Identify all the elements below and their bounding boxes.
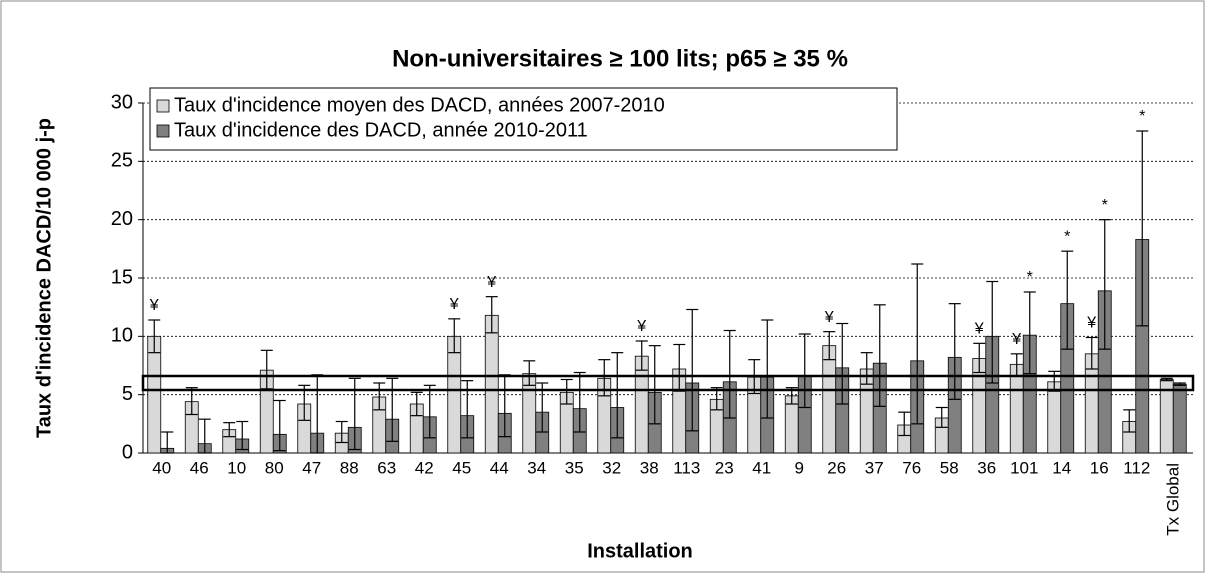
bar [822,345,837,454]
y-tick-label: 0 [122,441,133,463]
bar [147,335,162,454]
x-tick-label: 112 [1123,458,1150,477]
x-tick-label: 41 [752,458,771,477]
x-tick-label: 16 [1090,458,1109,477]
y-axis-title: Taux d'incidence DACD/10 000 j-p [33,118,55,438]
y-tick-label: 5 [122,383,133,405]
x-tick-label: 40 [152,458,171,477]
x-tick-label: 34 [527,458,546,477]
bar [1009,363,1024,454]
annotation: * [1064,228,1070,245]
x-tick-label: 44 [490,458,509,477]
x-tick-label: 76 [902,458,921,477]
legend-swatch [156,99,170,113]
x-tick-label: 88 [340,458,359,477]
annotation: ¥ [636,318,646,335]
annotation: ¥ [486,274,496,291]
y-tick-label: 10 [111,325,133,347]
legend-swatch [156,124,170,138]
bar [1047,381,1062,454]
legend-label: Taux d'incidence moyen des DACD, années … [174,94,665,116]
x-tick-label: 14 [1052,458,1071,477]
x-tick-label: 26 [827,458,846,477]
x-tick-label: 42 [415,458,434,477]
x-tick-label: Tx Global [1164,463,1183,536]
reference-band [141,374,1195,392]
x-tick-label: 23 [715,458,734,477]
x-tick-label: 101 [1010,458,1038,477]
annotation: ¥ [824,309,834,326]
legend-label: Taux d'incidence des DACD, année 2010-20… [174,119,588,141]
y-tick-label: 20 [111,208,133,230]
x-tick-label: 47 [302,458,321,477]
annotation: * [1027,269,1033,286]
bar [447,335,462,454]
x-tick-label: 46 [190,458,209,477]
x-tick-label: 113 [673,458,700,477]
x-tick-label: 10 [227,458,246,477]
legend-box [149,87,898,151]
x-tick-label: 36 [977,458,996,477]
x-tick-label: 63 [377,458,396,477]
annotation: * [1139,108,1145,125]
annotation: ¥ [149,297,159,314]
annotation: ¥ [1086,315,1096,332]
y-tick-label: 15 [111,266,133,288]
x-tick-label: 38 [640,458,659,477]
annotation: ¥ [1011,331,1021,348]
x-tick-label: 80 [265,458,284,477]
annotation: * [1102,197,1108,214]
y-tick-label: 25 [111,150,133,172]
x-tick-label: 58 [940,458,959,477]
y-tick-label: 30 [111,91,133,113]
annotation: ¥ [449,296,459,313]
x-axis-title: Installation [587,540,693,562]
x-tick-label: 9 [795,458,804,477]
bar [1172,383,1187,454]
annotation: ¥ [974,321,984,338]
x-tick-label: 35 [565,458,584,477]
x-tick-label: 45 [452,458,471,477]
x-tick-label: 32 [602,458,621,477]
chart-title: Non-universitaires ≥ 100 lits; p65 ≥ 35 … [392,45,848,72]
bar [484,314,499,454]
x-tick-label: 37 [865,458,884,477]
